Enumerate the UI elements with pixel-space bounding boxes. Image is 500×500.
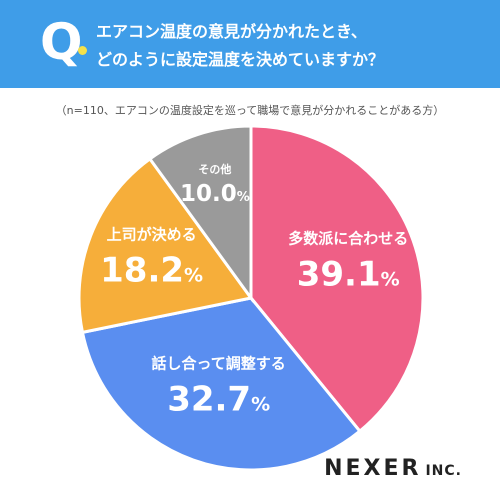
slice-value-0: 39.1%	[297, 254, 400, 294]
logo-main-text: NEXER	[324, 456, 422, 481]
pie-slice-3	[147, 124, 253, 303]
question-mark-letter: Q	[40, 13, 83, 71]
slice-value-2: 18.2%	[100, 250, 203, 290]
pie-slice-0	[249, 124, 425, 434]
slice-value-3: 10.0%	[180, 181, 250, 207]
pie-slice-1	[80, 296, 362, 472]
slice-label-2: 上司が決める	[107, 225, 197, 243]
logo-sub-text: INC.	[425, 463, 462, 479]
pie-slice-2	[77, 156, 254, 335]
slice-label-0: 多数派に合わせる	[288, 229, 408, 247]
question-dot	[78, 46, 87, 55]
question-line-2: どのように設定温度を決めていますか？	[96, 50, 385, 69]
nexer-logo: NEXER INC.	[324, 456, 462, 481]
question-line-1: エアコン温度の意見が分かれたとき、	[96, 22, 367, 41]
slice-value-1: 32.7%	[167, 380, 270, 420]
sample-note: （n=110、エアコンの温度設定を巡って職場で意見が分かれることがある方）	[55, 104, 445, 117]
slice-label-1: 話し合って調整する	[152, 355, 286, 373]
slice-label-3: その他	[198, 162, 231, 176]
question-banner: Q エアコン温度の意見が分かれたとき、 どのように設定温度を決めていますか？	[0, 0, 500, 88]
